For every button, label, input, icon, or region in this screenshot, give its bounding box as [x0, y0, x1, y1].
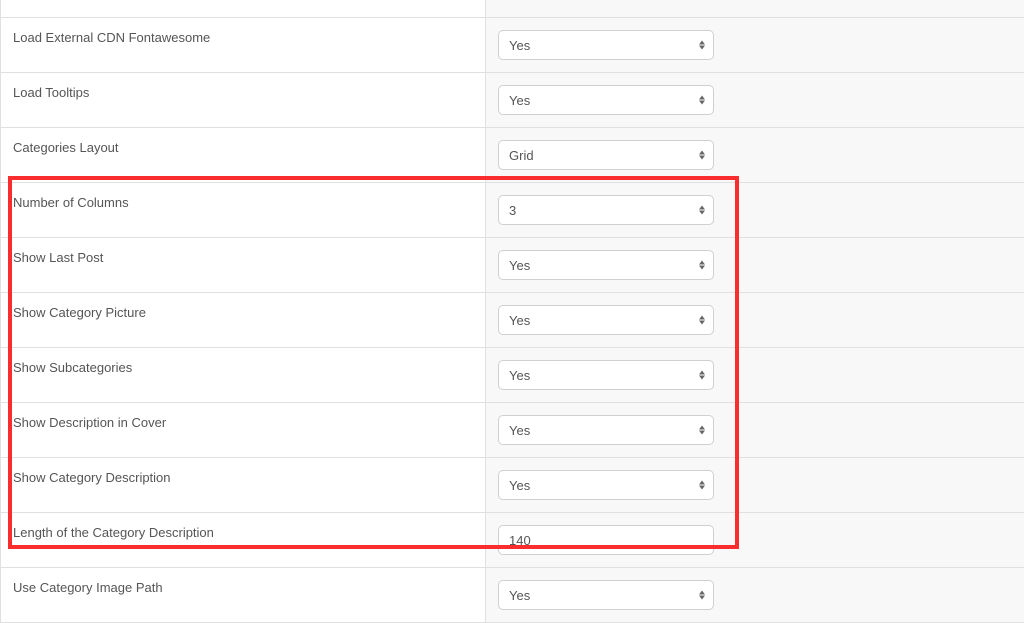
setting-label: Show Category Description [13, 470, 171, 485]
settings-row-load-external-cdn-fontawesome: Load External CDN Fontawesome Yes [1, 18, 1024, 73]
settings-row-load-tooltips: Load Tooltips Yes [1, 73, 1024, 128]
settings-table: Load External CDN FontawesomeYesLoad Too… [0, 0, 1024, 623]
label-cell: Load Tooltips [1, 73, 486, 127]
settings-row-number-of-columns: Number of Columns 3 [1, 183, 1024, 238]
load-external-cdn-fontawesome-select[interactable]: Yes [498, 30, 714, 60]
select-wrap: Yes [498, 470, 714, 500]
control-cell: Grid [486, 128, 1024, 182]
show-category-description-select[interactable]: Yes [498, 470, 714, 500]
control-cell: Yes [486, 403, 1024, 457]
setting-label: Load Tooltips [13, 85, 89, 100]
label-cell: Number of Columns [1, 183, 486, 237]
length-of-category-description-input[interactable] [498, 525, 714, 555]
select-wrap: Yes [498, 305, 714, 335]
control-cell: Yes [486, 18, 1024, 72]
control-cell [486, 0, 1024, 17]
label-cell: Show Category Description [1, 458, 486, 512]
settings-row-show-description-in-cover: Show Description in Cover Yes [1, 403, 1024, 458]
control-cell: 3 [486, 183, 1024, 237]
load-tooltips-select[interactable]: Yes [498, 85, 714, 115]
setting-label: Length of the Category Description [13, 525, 214, 540]
setting-label: Number of Columns [13, 195, 129, 210]
control-cell [486, 513, 1024, 567]
label-cell: Use Category Image Path [1, 568, 486, 622]
select-wrap: Grid [498, 140, 714, 170]
control-cell: Yes [486, 458, 1024, 512]
label-cell [1, 0, 486, 17]
show-description-in-cover-select[interactable]: Yes [498, 415, 714, 445]
control-cell: Yes [486, 348, 1024, 402]
label-cell: Show Subcategories [1, 348, 486, 402]
select-wrap: Yes [498, 360, 714, 390]
use-category-image-path-select[interactable]: Yes [498, 580, 714, 610]
settings-row-use-category-image-path: Use Category Image Path Yes [1, 568, 1024, 623]
select-wrap: Yes [498, 580, 714, 610]
control-cell: Yes [486, 293, 1024, 347]
label-cell: Load External CDN Fontawesome [1, 18, 486, 72]
setting-label: Use Category Image Path [13, 580, 163, 595]
settings-row-show-category-description: Show Category Description Yes [1, 458, 1024, 513]
setting-label: Categories Layout [13, 140, 119, 155]
setting-label: Show Subcategories [13, 360, 132, 375]
number-of-columns-select[interactable]: 3 [498, 195, 714, 225]
show-category-picture-select[interactable]: Yes [498, 305, 714, 335]
categories-layout-select[interactable]: Grid [498, 140, 714, 170]
setting-label: Show Last Post [13, 250, 103, 265]
settings-row-show-subcategories: Show Subcategories Yes [1, 348, 1024, 403]
label-cell: Categories Layout [1, 128, 486, 182]
select-wrap: 3 [498, 195, 714, 225]
setting-label: Show Description in Cover [13, 415, 166, 430]
select-wrap: Yes [498, 415, 714, 445]
label-cell: Show Last Post [1, 238, 486, 292]
label-cell: Show Category Picture [1, 293, 486, 347]
control-cell: Yes [486, 73, 1024, 127]
spacer-row [1, 0, 1024, 18]
select-wrap: Yes [498, 30, 714, 60]
label-cell: Show Description in Cover [1, 403, 486, 457]
label-cell: Length of the Category Description [1, 513, 486, 567]
settings-form-wrapper: Load External CDN FontawesomeYesLoad Too… [0, 0, 1024, 623]
settings-row-show-category-picture: Show Category Picture Yes [1, 293, 1024, 348]
show-subcategories-select[interactable]: Yes [498, 360, 714, 390]
select-wrap: Yes [498, 85, 714, 115]
setting-label: Load External CDN Fontawesome [13, 30, 210, 45]
control-cell: Yes [486, 568, 1024, 622]
settings-row-length-of-category-description: Length of the Category Description [1, 513, 1024, 568]
control-cell: Yes [486, 238, 1024, 292]
settings-row-categories-layout: Categories Layout Grid [1, 128, 1024, 183]
select-wrap: Yes [498, 250, 714, 280]
setting-label: Show Category Picture [13, 305, 146, 320]
settings-row-show-last-post: Show Last Post Yes [1, 238, 1024, 293]
show-last-post-select[interactable]: Yes [498, 250, 714, 280]
